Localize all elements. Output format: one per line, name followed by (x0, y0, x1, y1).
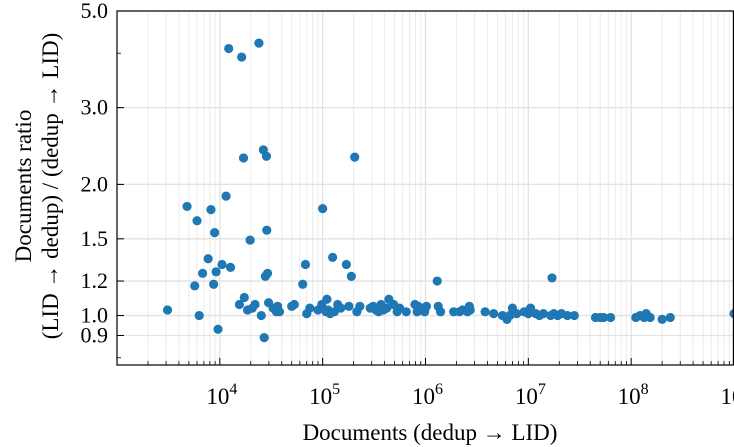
x-tick-label: 104 (206, 381, 237, 409)
data-point (190, 281, 200, 291)
data-point (237, 52, 247, 62)
data-point (182, 201, 192, 212)
data-point (645, 312, 655, 323)
x-tick-label: 106 (412, 381, 443, 409)
x-tick-label: 105 (309, 381, 340, 409)
y-tick-label: 3.0 (81, 95, 109, 120)
data-point (465, 305, 475, 315)
data-point (344, 301, 354, 311)
data-point (341, 259, 351, 270)
y-tick-label: 0.9 (81, 322, 109, 347)
data-point (234, 299, 245, 310)
x-axis-tick-labels: 104 105 106 107 108 109 (206, 381, 734, 409)
data-point (162, 305, 173, 315)
data-point (213, 324, 223, 334)
data-point (665, 312, 675, 323)
data-point (192, 216, 202, 226)
x-tick-label: 108 (618, 381, 649, 409)
x-axis-ticks (147, 358, 734, 365)
data-point (261, 151, 272, 161)
data-point (547, 273, 557, 283)
data-point (210, 228, 220, 238)
data-point (318, 203, 328, 214)
data-point (599, 312, 609, 323)
data-point (480, 307, 490, 317)
data-point (217, 259, 227, 270)
data-point (239, 292, 249, 303)
data-point (206, 205, 216, 215)
data-point (198, 268, 208, 278)
data-point (262, 268, 273, 278)
data-point (350, 152, 360, 162)
x-tick-label: 109 (721, 381, 734, 409)
data-point (262, 225, 272, 235)
y-tick-label: 1.0 (81, 303, 109, 328)
data-point (250, 299, 260, 310)
data-point (238, 153, 249, 163)
data-point (203, 254, 213, 264)
data-point (254, 38, 264, 48)
data-point (305, 303, 315, 313)
data-point (346, 271, 356, 281)
data-point (300, 259, 311, 270)
y-tick-label: 1.5 (81, 226, 109, 251)
data-point (538, 309, 548, 319)
x-tick-label: 107 (515, 381, 546, 409)
data-point (225, 262, 236, 272)
y-tick-label: 2.0 (81, 171, 109, 196)
data-points (162, 38, 734, 343)
y-tick-label: 1.2 (81, 268, 109, 293)
y-tick-label: 5.0 (81, 0, 109, 23)
data-point (289, 299, 299, 310)
y-axis-label-line-2: (LID → dedup) / (dedup → LID) (38, 33, 63, 340)
data-point (274, 307, 285, 317)
data-point (562, 310, 573, 321)
data-point (657, 314, 667, 324)
data-point (256, 310, 266, 321)
data-point (221, 191, 231, 201)
data-point (298, 279, 308, 289)
data-point (245, 235, 255, 245)
data-point (401, 307, 411, 317)
data-point (328, 252, 338, 262)
data-point (209, 279, 219, 289)
x-axis-label: Documents (dedup → LID) (303, 420, 558, 445)
data-point (435, 307, 446, 317)
y-axis-tick-labels: 0.91.0 1.2 1.5 2.0 3.0 5.0 (81, 0, 109, 347)
data-point (569, 310, 579, 321)
data-point (259, 332, 269, 343)
data-point (382, 303, 392, 313)
y-axis-ticks (117, 10, 124, 359)
y-axis-label-line-1: Documents ratio (11, 110, 36, 263)
data-point (194, 310, 204, 321)
data-point (605, 312, 616, 323)
data-point (421, 301, 431, 311)
data-point (505, 310, 515, 321)
data-point (413, 301, 423, 311)
data-point (336, 303, 346, 313)
data-point (512, 309, 522, 319)
data-point (432, 276, 442, 286)
data-point (355, 301, 365, 311)
data-point (211, 267, 221, 277)
data-point (224, 43, 234, 54)
data-point (322, 294, 332, 304)
data-point (489, 309, 499, 319)
